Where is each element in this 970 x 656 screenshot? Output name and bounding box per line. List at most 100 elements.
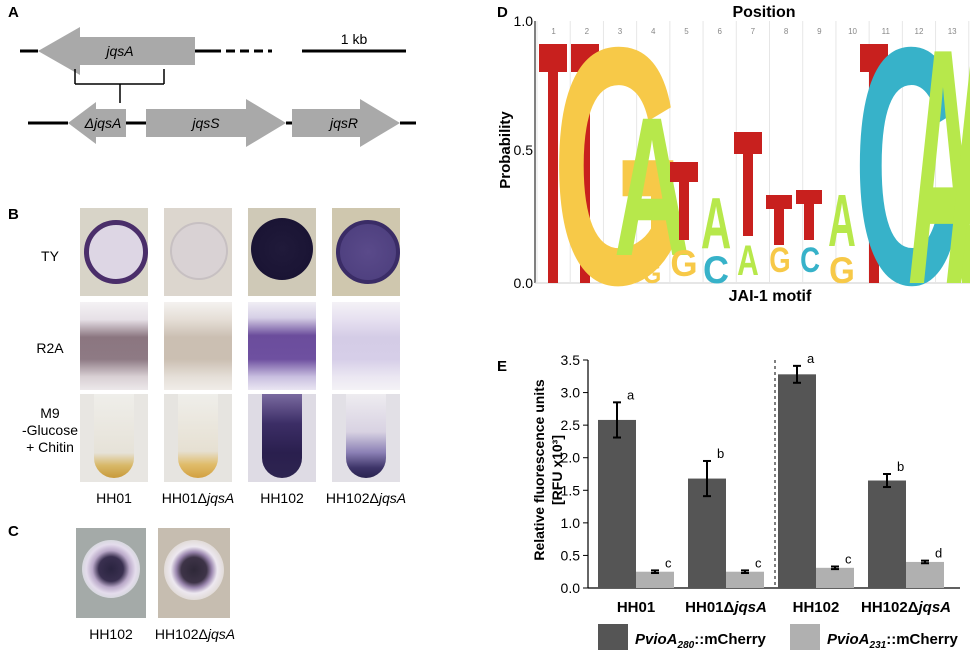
logo-position-ticks: 1234567891011121314 xyxy=(536,21,970,283)
bar-x-labels: HH01 HH01ΔjqsA HH102 HH102ΔjqsA xyxy=(617,599,951,616)
ty-dish-hh01-delta xyxy=(170,222,228,280)
bar-ylabel-line2: [RFU x10³] xyxy=(549,435,565,505)
jqsR-arrow xyxy=(292,99,400,147)
r2a-photo-hh102 xyxy=(248,302,316,390)
panel-label-d: D xyxy=(497,4,508,21)
bar-280 xyxy=(778,374,816,588)
significance-letter: b xyxy=(897,459,904,474)
bar-ytick-label: 2.0 xyxy=(561,450,581,466)
jqsS-label: jqsS xyxy=(190,115,220,131)
significance-letter: d xyxy=(935,546,942,561)
sequence-logo: Position Probability JAI-1 motif 1.0 0.5… xyxy=(497,0,970,310)
logo-pos14-A: A xyxy=(944,0,970,310)
logo-pos9-C: C xyxy=(800,241,820,280)
delta-jqsA-arrow xyxy=(68,102,126,144)
logo-ytick-1: 1.0 xyxy=(514,13,534,29)
logo-pos5-T xyxy=(670,162,698,240)
m9-photo-hh102-delta xyxy=(332,394,400,482)
ty-photo-hh01-delta xyxy=(164,208,232,296)
bar-280 xyxy=(598,419,636,588)
jqsS-arrow xyxy=(146,99,286,147)
logo-position-tick: 9 xyxy=(817,27,822,36)
bar-231 xyxy=(726,571,764,588)
c-photo-hh102 xyxy=(76,528,146,618)
c-colony-hh102 xyxy=(82,540,140,598)
legend-280-main: PvioA xyxy=(635,631,678,648)
logo-pos7-A: A xyxy=(737,237,759,284)
media-m9-line3: + Chitin xyxy=(26,439,74,455)
bar-category-label: HH01ΔjqsA xyxy=(685,599,767,616)
strain-label-c-hh102-delta-gene: jqsA xyxy=(207,626,236,642)
gene-map: jqsA 1 kb ΔjqsA jqsS jqsR xyxy=(20,27,416,147)
logo-pos4-A: A xyxy=(614,75,690,297)
logo-xlabel: JAI-1 motif xyxy=(729,288,812,305)
m9-photo-hh102 xyxy=(248,394,316,482)
legend-231-tail: ::mCherry xyxy=(886,631,958,648)
significance-letter: b xyxy=(717,446,724,461)
media-label-m9: M9 -Glucose + Chitin xyxy=(10,405,90,456)
significance-letter: c xyxy=(755,555,762,570)
strain-label-b-hh102-delta: HH102ΔjqsA xyxy=(311,490,421,506)
media-label-ty: TY xyxy=(41,248,59,264)
logo-pos5-G: G xyxy=(670,242,697,284)
ty-photo-hh102-delta xyxy=(332,208,400,296)
logo-pos6-A: A xyxy=(701,184,731,263)
bar-category-label: HH01 xyxy=(617,599,655,616)
logo-pos8-G: G xyxy=(769,241,790,280)
bar-ytick-label: 0.5 xyxy=(561,547,581,563)
jqsR-label: jqsR xyxy=(328,115,358,131)
delta-jqsA-label: ΔjqsA xyxy=(84,115,122,131)
bar-ylabel-line1: Relative fluorescence units xyxy=(531,379,547,561)
logo-position-tick: 13 xyxy=(948,27,957,36)
logo-position-tick: 11 xyxy=(882,27,891,36)
strain-label-b-hh01-delta-gene: jqsA xyxy=(206,490,235,506)
logo-pos10-A: A xyxy=(828,178,856,262)
logo-pos2-T xyxy=(571,44,599,283)
m9-tube-hh102 xyxy=(262,394,302,478)
logo-position-tick: 2 xyxy=(585,27,590,36)
panel-label-b: B xyxy=(8,206,19,223)
r2a-photo-hh01 xyxy=(80,302,148,390)
logo-glyphs: G A G G A C A G C A G C A A xyxy=(539,0,970,310)
panel-label-a: A xyxy=(8,4,19,21)
strain-label-b-hh102-delta-base: HH102Δ xyxy=(325,490,379,506)
strain-label-b-hh102-delta-gene: jqsA xyxy=(378,490,407,506)
strain-label-b-hh102-text: HH102 xyxy=(260,490,304,506)
m9-tube-hh01-delta xyxy=(178,394,218,478)
jqsA-arrow xyxy=(38,27,195,75)
r2a-photo-hh01-delta xyxy=(164,302,232,390)
media-m9-line2: -Glucose xyxy=(21,422,79,438)
m9-photo-hh01-delta xyxy=(164,394,232,482)
logo-pos9-T xyxy=(796,190,822,240)
ty-dish-hh102 xyxy=(251,218,313,280)
scale-label: 1 kb xyxy=(341,31,368,47)
ty-dish-hh01 xyxy=(84,220,148,284)
bar-ytick-label: 0.0 xyxy=(561,580,581,596)
legend-231-main: PvioA xyxy=(827,631,870,648)
strain-label-c-hh102-delta-base: HH102Δ xyxy=(154,626,208,642)
legend-swatch-280 xyxy=(598,624,628,650)
logo-ylabel: Probability xyxy=(497,111,514,189)
significance-letter: a xyxy=(627,387,635,402)
panel-label-e: E xyxy=(497,358,508,375)
logo-position-tick: 10 xyxy=(848,27,857,36)
m9-tube-hh01 xyxy=(94,394,134,478)
strain-label-b-hh102: HH102 xyxy=(227,490,337,506)
bar-category-label: HH102 xyxy=(793,599,840,616)
bar-231 xyxy=(816,567,854,588)
legend-280-tail: ::mCherry xyxy=(694,631,766,648)
logo-position-tick: 5 xyxy=(684,27,689,36)
logo-pos7-T xyxy=(734,132,762,236)
legend-231-sub: 231 xyxy=(869,640,887,651)
c-photo-hh102-delta xyxy=(158,528,230,618)
strain-label-b-hh01-text: HH01 xyxy=(96,490,132,506)
bar-231 xyxy=(636,571,674,588)
logo-position-tick: 3 xyxy=(618,27,623,36)
m9-photo-hh01 xyxy=(80,394,148,482)
logo-position-tick: 8 xyxy=(784,27,789,36)
bar-ytick-label: 3.5 xyxy=(561,352,581,368)
strain-label-c-hh102-delta: HH102ΔjqsA xyxy=(140,626,250,642)
logo-position-tick: 12 xyxy=(915,27,924,36)
ty-photo-hh102 xyxy=(248,208,316,296)
r2a-photo-hh102-delta xyxy=(332,302,400,390)
